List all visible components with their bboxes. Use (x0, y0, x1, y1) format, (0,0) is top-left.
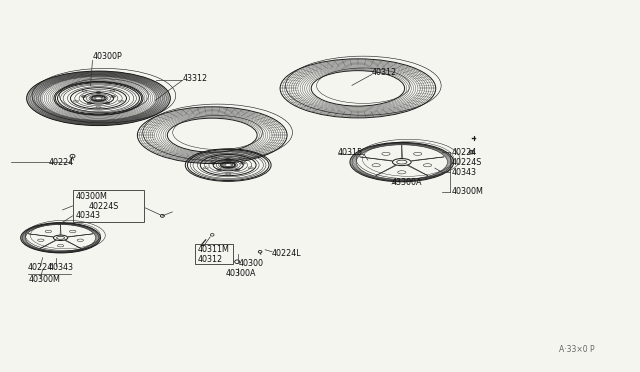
Text: 43300A: 43300A (392, 177, 422, 186)
Text: 40224: 40224 (452, 148, 477, 157)
Text: 40343: 40343 (76, 211, 100, 220)
Text: 40224L: 40224L (272, 249, 301, 258)
Text: 43312: 43312 (182, 74, 207, 83)
Text: 40300A: 40300A (225, 269, 256, 278)
Text: 40312: 40312 (372, 68, 397, 77)
Text: 40300M: 40300M (452, 187, 484, 196)
Text: 40300M: 40300M (29, 275, 61, 284)
Text: 40311M: 40311M (197, 245, 229, 254)
Text: 40224: 40224 (49, 158, 74, 167)
Text: 40300: 40300 (238, 259, 263, 268)
Text: 40300M: 40300M (76, 192, 108, 202)
Text: 40315: 40315 (338, 148, 363, 157)
Text: 40224S: 40224S (452, 158, 482, 167)
Text: 40300P: 40300P (93, 52, 122, 61)
Text: 40343: 40343 (49, 263, 74, 272)
Text: 40312: 40312 (197, 255, 222, 264)
Text: A·33×0 P: A·33×0 P (559, 345, 595, 355)
Text: 40224: 40224 (28, 263, 53, 272)
Text: 40224S: 40224S (88, 202, 119, 211)
Text: 40343: 40343 (452, 167, 477, 177)
